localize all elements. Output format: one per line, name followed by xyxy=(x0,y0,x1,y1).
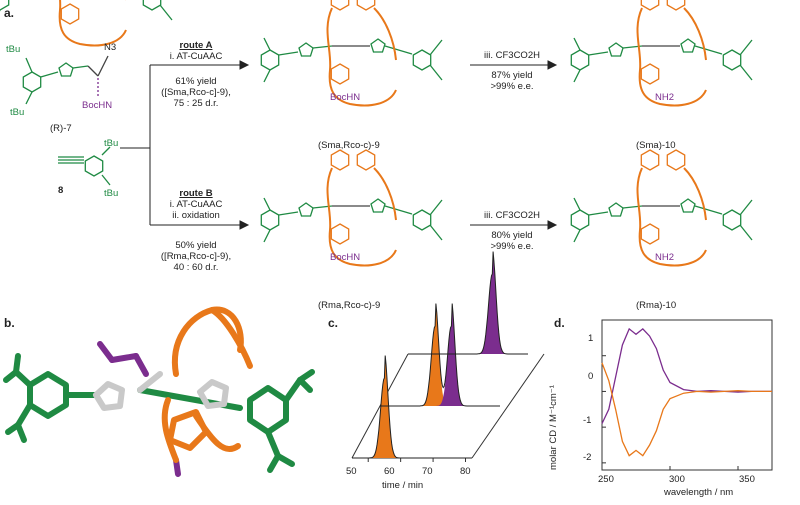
chromatogram-trace-back xyxy=(380,303,500,407)
panel-label-d: d. xyxy=(554,316,565,330)
route-b-ratio-compound: ([Rma,Rco-c]-9), xyxy=(160,251,232,262)
chromatogram-peak-purple xyxy=(476,251,515,354)
route-a-dr: 75 : 25 d.r. xyxy=(173,98,219,109)
bochn-label: BocHN xyxy=(330,252,361,263)
chromatogram-tick-50: 50 xyxy=(346,466,357,477)
deprot-a-yield: 87% yield xyxy=(491,70,533,81)
chromatogram-trace-top xyxy=(408,251,528,355)
nh2-label: NH2 xyxy=(655,252,675,263)
route-b-dr: 40 : 60 d.r. xyxy=(173,262,219,273)
panel-label-a: a. xyxy=(4,6,15,20)
cd-series-orange xyxy=(601,362,772,457)
tbu-label: tBu xyxy=(104,138,119,149)
cd-xlabel: wavelength / nm xyxy=(664,487,734,498)
tbu-label: tBu xyxy=(10,107,25,118)
chromatogram-peak-orange xyxy=(368,355,408,458)
route-b-step2: ii. oxidation xyxy=(172,210,220,221)
chromatogram-tick-70: 70 xyxy=(422,466,433,477)
compound-r7-label: (R)-7 xyxy=(50,123,72,134)
deprot-a-step: iii. CF3CO2H xyxy=(484,50,540,61)
cd-ytick-minus2: -2 xyxy=(583,452,592,463)
deprot-b-yield: 80% yield xyxy=(491,230,533,241)
cd-ylabel: molar CD / M⁻¹cm⁻¹ xyxy=(548,385,559,470)
compound-r7-structure xyxy=(22,55,109,105)
tbu-label: tBu xyxy=(104,188,119,199)
deprot-b-step: iii. CF3CO2H xyxy=(484,210,540,221)
nh2-label: NH2 xyxy=(655,92,675,103)
route-b-yield: 50% yield xyxy=(175,240,217,251)
panel-label-b: b. xyxy=(4,316,15,330)
chromatogram-depth-axis xyxy=(471,353,545,459)
chromatogram-peak-purple xyxy=(435,303,475,406)
cd-ytick-1: 1 xyxy=(588,333,594,344)
compound-8-label: 8 xyxy=(58,185,64,196)
route-a-yield: 61% yield xyxy=(175,76,217,87)
chromatogram-trace-front xyxy=(352,355,472,459)
compound-8-structure xyxy=(58,146,111,186)
deprot-a-ee: >99% e.e. xyxy=(490,81,534,92)
compound-rma10-label: (Rma)-10 xyxy=(636,300,677,311)
cd-xtick-300: 300 xyxy=(669,474,685,485)
cd-xtick-350: 350 xyxy=(739,474,755,485)
compound-rma9-label: (Rma,Rco-c)-9 xyxy=(318,300,381,311)
azide-label: N3 xyxy=(104,42,117,53)
route-b-title: route B xyxy=(179,188,213,199)
cd-series-purple xyxy=(601,327,772,424)
cd-ytick-0: 0 xyxy=(588,371,594,382)
rotaxane-structure-template xyxy=(0,0,173,47)
compound-sma9-label: (Sma,Rco-c)-9 xyxy=(318,140,380,151)
tbu-label: tBu xyxy=(6,44,21,55)
route-b-step1: i. AT-CuAAC xyxy=(169,199,223,210)
cd-plot-frame xyxy=(601,319,773,471)
bochn-label: BocHN xyxy=(330,92,361,103)
deprot-b-ee: >99% e.e. xyxy=(490,241,534,252)
chromatogram-tick-80: 80 xyxy=(460,466,471,477)
compound-sma10-label: (Sma)-10 xyxy=(636,140,676,151)
boc-hn-label: BocHN xyxy=(82,100,113,111)
branch-arrows xyxy=(120,60,558,230)
chromatogram-tick-60: 60 xyxy=(384,466,395,477)
route-a-title: route A xyxy=(179,40,213,51)
route-a-step: i. AT-CuAAC xyxy=(169,51,223,62)
cd-xtick-250: 250 xyxy=(598,474,614,485)
chromatogram-peak-orange xyxy=(418,303,458,406)
panel-label-c: c. xyxy=(328,316,339,330)
cd-ytick-minus1: -1 xyxy=(583,415,592,426)
chromatogram-xlabel: time / min xyxy=(382,480,424,491)
route-a-ratio-compound: ([Sma,Rco-c]-9), xyxy=(161,87,231,98)
